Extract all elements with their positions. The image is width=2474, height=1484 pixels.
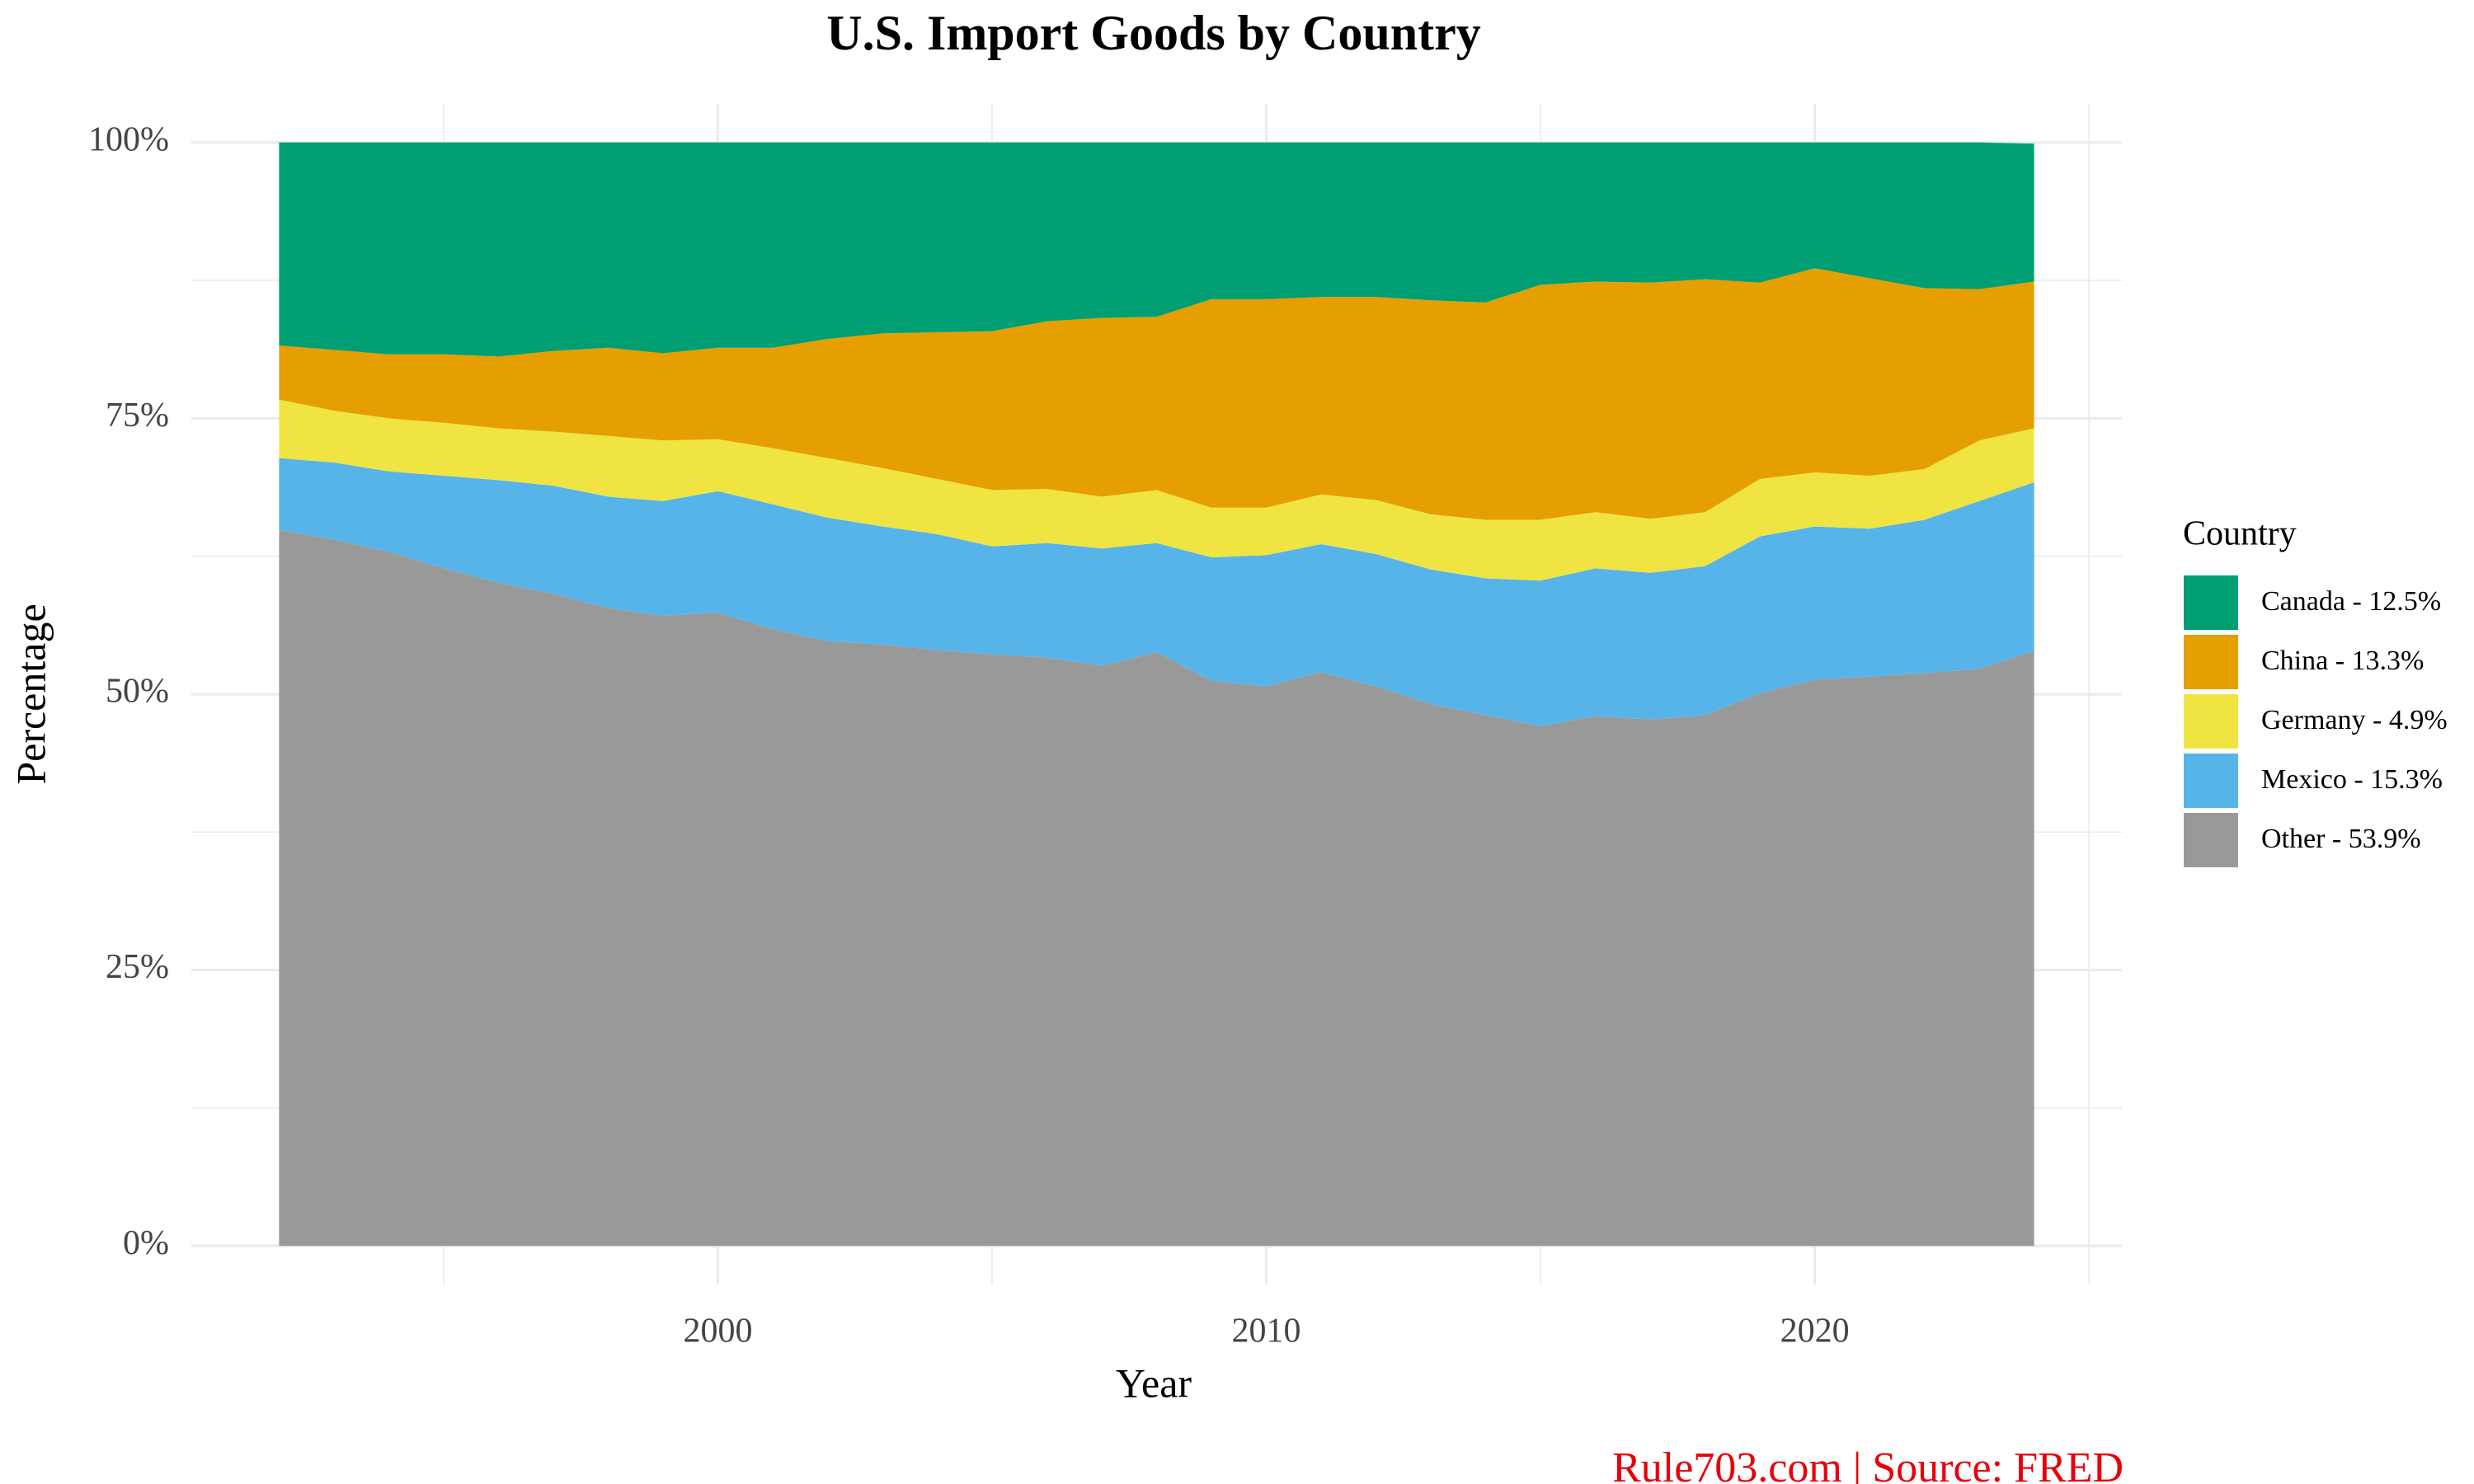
x-tick-label: 2010 xyxy=(1232,1313,1301,1350)
x-tick-label: 2000 xyxy=(683,1313,752,1350)
area xyxy=(279,399,2034,581)
y-tick-label: 25% xyxy=(106,948,169,986)
area xyxy=(279,142,2034,357)
legend-swatch xyxy=(2182,633,2240,691)
area xyxy=(279,458,2034,726)
legend-label: Other - 53.9% xyxy=(2261,824,2421,854)
x-axis-title: Year xyxy=(1116,1360,1192,1406)
legend-label: Mexico - 15.3% xyxy=(2261,764,2443,795)
y-tick-label: 100% xyxy=(88,120,169,158)
legend-label: China - 13.3% xyxy=(2261,646,2424,676)
legend-label: Canada - 12.5% xyxy=(2261,586,2441,617)
legend-title: Country xyxy=(2183,515,2297,553)
chart-title: U.S. Import Goods by Country xyxy=(826,6,1480,60)
legend-swatch xyxy=(2182,752,2240,810)
legend-swatch xyxy=(2182,811,2240,869)
area xyxy=(279,268,2034,520)
areas xyxy=(279,142,2034,1247)
legend-swatch xyxy=(2182,574,2240,632)
y-tick-label: 50% xyxy=(106,673,169,711)
caption: Rule703.com | Source: FRED xyxy=(1612,1444,2124,1484)
y-axis-title: Percentage xyxy=(7,603,54,784)
legend-label: Germany - 4.9% xyxy=(2261,705,2448,735)
area xyxy=(279,529,2034,1247)
y-tick-label: 75% xyxy=(106,397,169,434)
legend: Country Canada - 12.5% China - 13.3% German… xyxy=(2182,515,2448,869)
legend-swatch xyxy=(2182,693,2240,750)
y-tick-label: 0% xyxy=(123,1224,169,1262)
x-tick-label: 2020 xyxy=(1780,1313,1850,1350)
